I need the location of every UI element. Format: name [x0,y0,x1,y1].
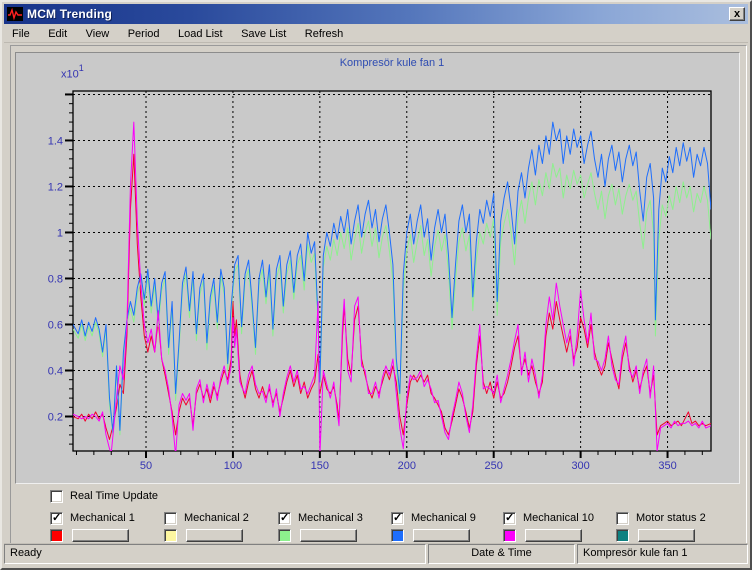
menu-edit[interactable]: Edit [41,25,74,43]
svg-text:1.4: 1.4 [48,135,63,147]
svg-text:200: 200 [398,460,416,472]
menu-refresh[interactable]: Refresh [298,25,351,43]
svg-text:0.6: 0.6 [48,319,63,331]
svg-text:300: 300 [571,460,589,472]
mechanical-2-label: Mechanical 2 [184,512,249,524]
motor-status-2-checkbox[interactable] [616,512,629,525]
status-tag-name: Kompresör kule fan 1 [577,544,748,564]
mechanical-3-label: Mechanical 3 [298,512,363,524]
svg-text:50: 50 [140,460,152,472]
svg-text:250: 250 [485,460,503,472]
svg-text:0.8: 0.8 [48,273,63,285]
mechanical-9-label: Mechanical 9 [411,512,476,524]
menu-view[interactable]: View [79,25,117,43]
svg-text:350: 350 [658,460,676,472]
mechanical-10-color-swatch [503,529,516,542]
legend-item-mechanical-9: ✓ Mechanical 9 [391,512,511,544]
menu-bar: File Edit View Period Load List Save Lis… [4,24,748,43]
trend-chart-panel: Kompresör kule fan 1 x101 0.20.40.60.811… [15,52,740,484]
motor-status-2-label: Motor status 2 [636,512,706,524]
svg-text:1.2: 1.2 [48,181,63,193]
mechanical-1-color-swatch [50,529,63,542]
svg-text:150: 150 [311,460,329,472]
mechanical-2-style-button[interactable] [186,529,243,542]
mechanical-1-checkbox[interactable]: ✓ [50,512,63,525]
menu-load-list[interactable]: Load List [171,25,230,43]
mechanical-9-checkbox[interactable]: ✓ [391,512,404,525]
close-button[interactable]: x [729,7,745,21]
svg-text:100: 100 [224,460,242,472]
mechanical-3-checkbox[interactable]: ✓ [278,512,291,525]
svg-text:0.4: 0.4 [48,365,63,377]
legend-item-mechanical-2: Mechanical 2 [164,512,284,544]
motor-status-2-style-button[interactable] [638,529,695,542]
status-date-time: Date & Time [428,544,575,564]
mechanical-1-style-button[interactable] [72,529,129,542]
svg-text:0.2: 0.2 [48,411,63,423]
menu-file[interactable]: File [5,25,37,43]
mechanical-3-color-swatch [278,529,291,542]
real-time-update-checkbox[interactable] [50,490,63,503]
mechanical-2-checkbox[interactable] [164,512,177,525]
mechanical-9-style-button[interactable] [413,529,470,542]
menu-period[interactable]: Period [121,25,167,43]
menu-save-list[interactable]: Save List [234,25,293,43]
svg-text:1: 1 [57,227,63,239]
mechanical-10-label: Mechanical 10 [523,512,594,524]
real-time-update-label: Real Time Update [70,490,158,502]
status-bar: Ready Date & Time Kompresör kule fan 1 [4,543,748,564]
app-icon [7,7,23,21]
mechanical-2-color-swatch [164,529,177,542]
status-ready: Ready [4,544,426,564]
window-title: MCM Trending [27,7,112,21]
mechanical-1-label: Mechanical 1 [70,512,135,524]
legend-item-mechanical-3: ✓ Mechanical 3 [278,512,398,544]
app-window: MCM Trending x File Edit View Period Loa… [0,0,752,570]
title-bar[interactable]: MCM Trending x [4,4,748,24]
mechanical-3-style-button[interactable] [300,529,357,542]
mechanical-10-checkbox[interactable]: ✓ [503,512,516,525]
mechanical-9-color-swatch [391,529,404,542]
motor-status-2-color-swatch [616,529,629,542]
mechanical-10-style-button[interactable] [525,529,582,542]
legend-item-mechanical-10: ✓ Mechanical 10 [503,512,623,544]
legend-item-mechanical-1: ✓ Mechanical 1 [50,512,170,544]
legend-item-motor-status-2: Motor status 2 [616,512,736,544]
trend-plot: 0.2 0.4 0.6 0.8 1 1.2 1.4 50 100 150 200 250 300 350 [16,53,739,483]
